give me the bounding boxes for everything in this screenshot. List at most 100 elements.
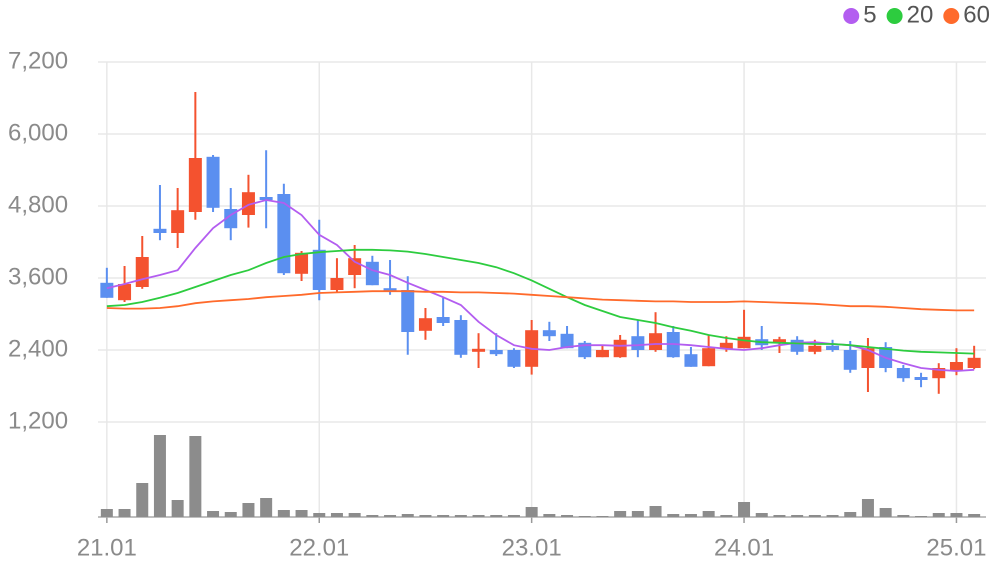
volume-bar	[490, 515, 503, 517]
volume-bar	[826, 515, 839, 517]
candle-body	[418, 318, 432, 331]
candle-body	[560, 333, 574, 349]
x-tick-label: 21.01	[77, 534, 137, 561]
candle-body	[719, 342, 733, 349]
volume-bar	[968, 514, 981, 517]
candle-body	[542, 330, 556, 337]
volume-bar	[791, 515, 804, 517]
candle-body	[861, 348, 875, 368]
y-tick-label: 7,200	[8, 47, 68, 74]
candle-body	[472, 348, 486, 352]
candle-body	[790, 339, 804, 352]
volume-bar	[684, 514, 697, 517]
candle-body	[826, 345, 840, 350]
candle-body	[436, 317, 450, 323]
volume-bar	[578, 516, 591, 517]
candle-body	[259, 197, 273, 200]
candle-body	[277, 194, 291, 274]
candle-body	[383, 288, 397, 292]
candle-body	[295, 252, 309, 274]
candle-body	[702, 348, 716, 367]
volume-bar	[437, 515, 450, 517]
candle-body	[118, 284, 132, 301]
volume-bar	[950, 513, 963, 517]
volume-bar	[136, 483, 149, 517]
volume-bar	[596, 516, 609, 517]
candle-body	[595, 350, 609, 358]
volume-bar	[897, 515, 910, 517]
x-tick-label: 23.01	[502, 534, 562, 561]
legend-label: 5	[863, 1, 876, 28]
volume-bar	[348, 513, 361, 517]
volume-bar	[543, 514, 556, 517]
volume-bar	[667, 514, 680, 517]
volume-bar	[171, 500, 184, 517]
volume-bar	[295, 510, 308, 517]
candle-body	[401, 290, 415, 332]
candle-body	[843, 350, 857, 370]
legend-label: 60	[963, 1, 990, 28]
candle-body	[241, 192, 255, 215]
candle-body	[967, 357, 981, 368]
volume-bar	[419, 515, 432, 517]
volume-bar	[561, 515, 574, 517]
ma-line	[106, 248, 975, 355]
candle-body	[631, 336, 645, 350]
y-tick-label: 3,600	[8, 263, 68, 290]
volume-bar	[100, 509, 113, 517]
legend-swatch	[886, 8, 903, 24]
y-tick-label: 2,400	[8, 335, 68, 362]
candle-body	[507, 350, 521, 367]
volume-bar	[277, 510, 290, 517]
volume-bar	[118, 509, 131, 517]
volume-bar	[384, 515, 397, 517]
candle-body	[330, 278, 344, 290]
x-tick-label: 22.01	[289, 534, 349, 561]
volume-bar	[313, 513, 326, 517]
candle-body	[772, 339, 786, 343]
volume-bar	[720, 515, 733, 517]
y-tick-label: 4,800	[8, 191, 68, 218]
candle-body	[914, 377, 928, 380]
volume-bar	[649, 506, 662, 517]
volume-bar	[401, 514, 414, 517]
volume-bar	[330, 513, 343, 517]
legend-swatch	[843, 8, 860, 24]
volume-bar	[879, 508, 892, 517]
volume-bar	[366, 515, 379, 517]
candle-body	[206, 156, 220, 208]
volume-bar	[472, 515, 485, 517]
candle-body	[489, 350, 503, 355]
volume-bar	[189, 436, 202, 517]
volume-bar	[525, 507, 538, 517]
candle-body	[949, 362, 963, 371]
volume-bar	[755, 513, 768, 517]
y-tick-label: 1,200	[8, 407, 68, 434]
volume-bar	[207, 511, 220, 517]
y-tick-label: 6,000	[8, 119, 68, 146]
candle-body	[100, 282, 114, 298]
candle-body	[188, 158, 202, 212]
volume-bar	[915, 516, 928, 517]
volume-bar	[844, 512, 857, 517]
candle-body	[896, 368, 910, 379]
volume-bar	[507, 515, 520, 517]
candle-body	[312, 249, 326, 290]
volume-bar	[808, 515, 821, 517]
legend-label: 20	[907, 1, 934, 28]
volume-bar	[153, 435, 166, 517]
volume-bar	[614, 511, 627, 517]
candle-body	[932, 368, 946, 379]
legend-swatch	[943, 8, 960, 24]
candle-body	[171, 210, 185, 233]
candle-body	[808, 345, 822, 352]
x-tick-label: 24.01	[714, 534, 774, 561]
volume-bar	[224, 512, 237, 517]
volume-bar	[773, 515, 786, 517]
candle-body	[737, 336, 751, 349]
volume-bar	[932, 513, 945, 517]
ma-line	[106, 290, 975, 312]
x-tick-label: 25.01	[926, 534, 986, 561]
volume-bar	[861, 499, 874, 517]
volume-bar	[702, 511, 715, 517]
